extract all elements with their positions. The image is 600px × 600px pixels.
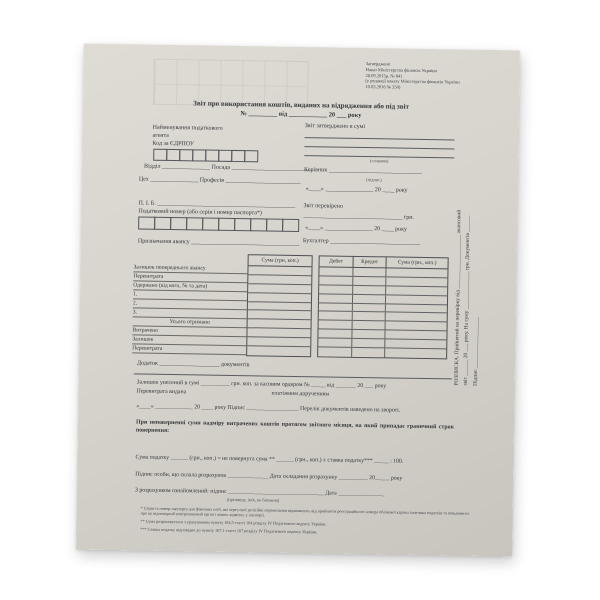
edrpou-box: [244, 150, 259, 163]
name-hint: (прізвище, ім'я, по батькові): [226, 496, 280, 503]
table-cell: [318, 347, 353, 357]
approval-date-row: «____» ________________ 20 ____ року: [305, 186, 408, 194]
department-position-row: Відділ ________________ Посада _________…: [144, 163, 313, 173]
tax-number-box: [154, 216, 172, 230]
tax-number-box: [170, 216, 188, 231]
ledger-row-labels: Залишок попереднього авансу Перевитрата …: [132, 263, 248, 356]
blank-rule: [304, 137, 455, 141]
tax-number-box: [250, 218, 268, 232]
table-cell: [385, 348, 446, 358]
report-checked-label: Звіт перевірено: [303, 203, 344, 210]
non-return-warning: При неповерненні суми надміру витрачених…: [135, 419, 455, 434]
payment-order-alt: платіжним дорученням: [271, 390, 330, 398]
report-approved-label: Звіт затверджено в сумі: [304, 123, 366, 131]
tax-number-box: [138, 216, 156, 230]
advance-purpose-row: Призначення авансу _____________________…: [137, 238, 300, 248]
director-signature-row: Керівник _______________________________: [303, 167, 422, 175]
words-hint: (словами): [369, 158, 389, 164]
receipt-vertical-text: РОЗПИСКА. Прийнятий на перевірку від ___…: [453, 83, 488, 386]
tax-number-boxes: [138, 216, 300, 233]
table-cell: [352, 347, 386, 358]
calc-signature-row: Підпис особи, що склала розрахунок _____…: [135, 471, 403, 482]
check-date-row: «____» ________________ 20 ____ року: [305, 225, 408, 233]
tax-number-box: [186, 217, 204, 231]
edrpou-boxes: [153, 148, 259, 163]
sum-column: Сума (грн, коп.): [246, 254, 313, 358]
tax-agent-name-label2: агента: [152, 132, 169, 139]
debit-credit-table: Дебет Кредит Сума (грн., коп.): [317, 255, 449, 360]
debit-header: Дебет: [319, 256, 354, 268]
blank-rule: [304, 146, 455, 150]
credit-header: Кредит: [353, 256, 387, 269]
checked-amount-row: _________________________________ грн.: [303, 213, 415, 221]
sum-cell: [247, 346, 310, 356]
attachments-row: Додаток ____________________ документів: [136, 360, 250, 369]
footnotes: * Серія та номер паспорта для фізичних о…: [140, 506, 472, 540]
tax-number-box: [218, 217, 236, 232]
tax-number-box: [202, 217, 220, 231]
accountant-row: Бухгалтер ______________________________: [302, 238, 421, 246]
ledger-row-label: Перевитрата: [132, 344, 247, 356]
tax-amount-formula-row: Сума податку ______ (грн., коп.) = не по…: [135, 454, 404, 465]
overspend-issued-alt: Перевитрата видана: [136, 388, 187, 396]
divider-rule: [133, 373, 452, 380]
signature-hint: (підпис): [366, 177, 382, 183]
form-sheet: Затверджено Наказ Міністерства фінансів …: [76, 43, 520, 557]
shop-profession-row: Цех ________________ Професія __________…: [138, 176, 301, 186]
tax-number-box: [282, 218, 300, 233]
tax-number-box: [234, 217, 252, 232]
signature-date-row: «____» _____________ 20 ____ року Підпис…: [136, 403, 401, 414]
edrpou-label: Код за ЄДРПОУ: [152, 140, 195, 148]
tax-number-box: [266, 218, 284, 232]
